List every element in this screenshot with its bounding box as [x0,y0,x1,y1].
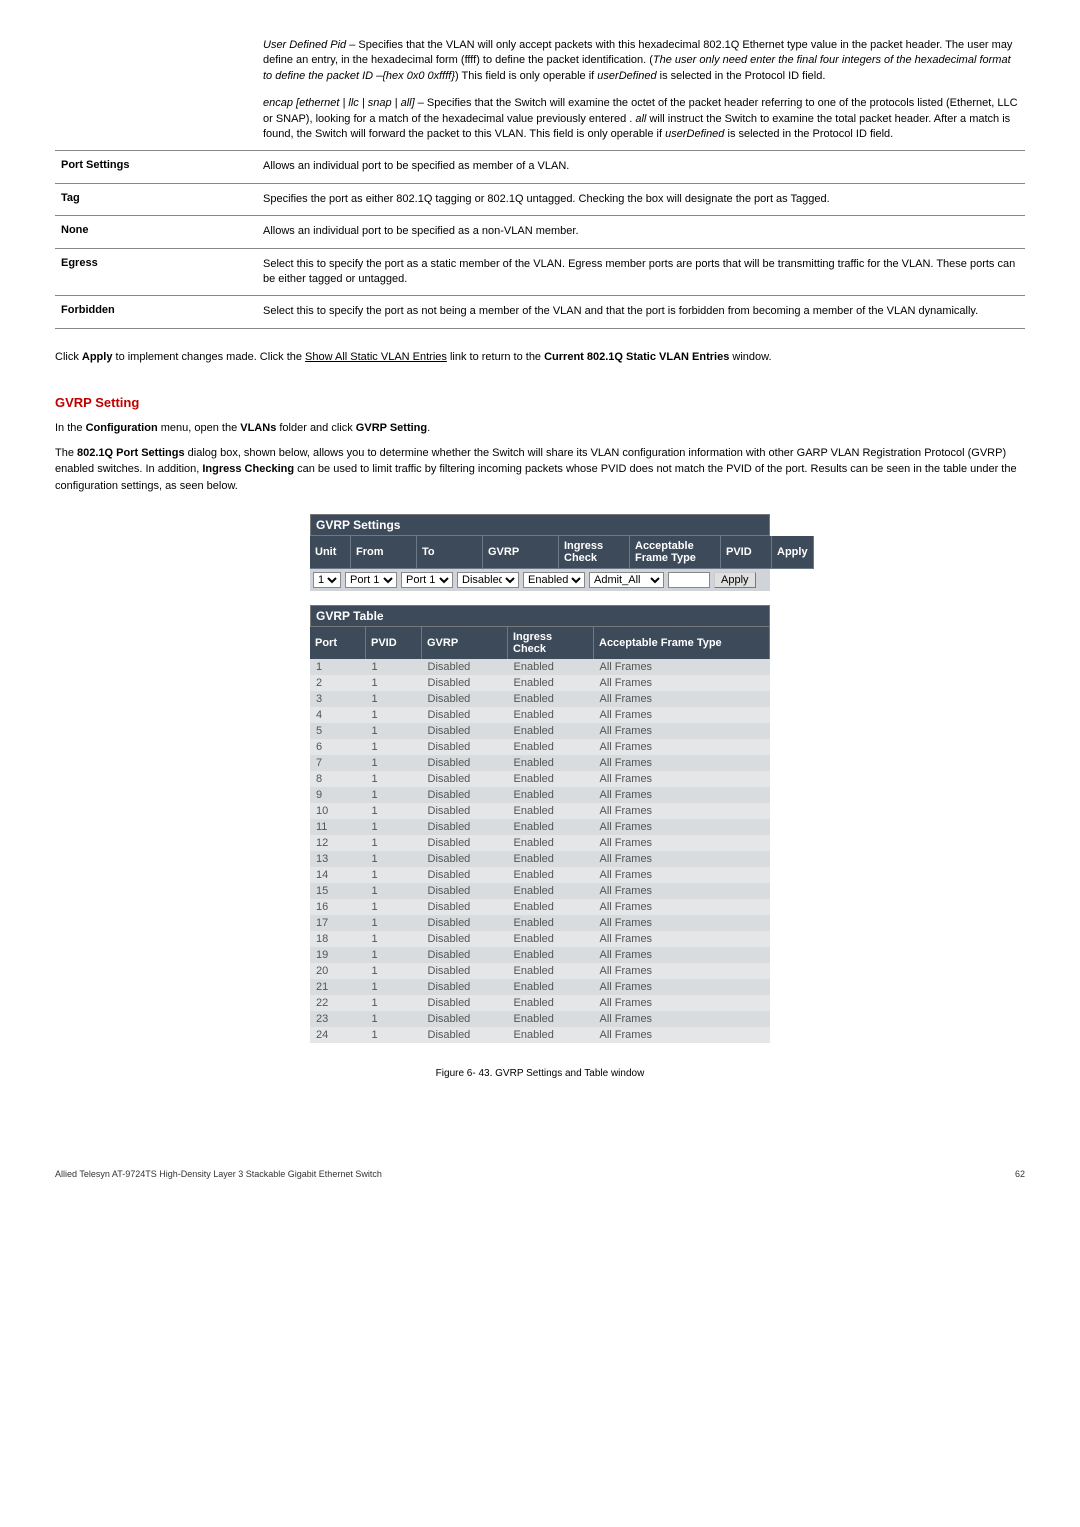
gvrp-select[interactable]: Disabled [457,572,519,588]
page-footer: Allied Telesyn AT-9724TS High-Density La… [55,1169,1025,1179]
pvid-input[interactable] [668,572,710,588]
gvrp-setting-heading: GVRP Setting [55,395,1025,410]
figure-caption: Figure 6- 43. GVRP Settings and Table wi… [310,1068,770,1079]
apply-button[interactable]: Apply [714,572,756,588]
table-row: 141DisabledEnabledAll Frames [310,867,770,883]
def-row-tag: Tag Specifies the port as either 802.1Q … [55,183,1025,215]
udpid-prefix: User Defined Pid [263,39,346,51]
table-row: 71DisabledEnabledAll Frames [310,755,770,771]
hdr-to: To [417,536,483,569]
table-row: 121DisabledEnabledAll Frames [310,835,770,851]
table-row: 61DisabledEnabledAll Frames [310,739,770,755]
encap-prefix: encap [ethernet | llc | snap | all] [263,97,415,109]
footer-right: 62 [1015,1169,1025,1179]
table-row: 171DisabledEnabledAll Frames [310,915,770,931]
to-port-select[interactable]: Port 1 [401,572,453,588]
frametype-select[interactable]: Admit_All [589,572,664,588]
table-row: 211DisabledEnabledAll Frames [310,979,770,995]
table-row: 91DisabledEnabledAll Frames [310,787,770,803]
th-port: Port [310,627,366,659]
th-pvid: PVID [366,627,422,659]
def-row-none: None Allows an individual port to be spe… [55,216,1025,248]
th-frametype: Acceptable Frame Type [594,627,770,659]
table-row: 241DisabledEnabledAll Frames [310,1027,770,1043]
hdr-apply: Apply [772,536,814,569]
unit-select[interactable]: 1 [313,572,341,588]
encap-para: encap [ethernet | llc | snap | all] – Sp… [263,96,1019,142]
hdr-unit: Unit [310,536,351,569]
table-row: 41DisabledEnabledAll Frames [310,707,770,723]
hdr-from: From [351,536,417,569]
gvrp-settings-headers: Unit From To GVRP Ingress Check Acceptab… [310,536,770,569]
def-row-egress: Egress Select this to specify the port a… [55,248,1025,296]
table-row: 101DisabledEnabledAll Frames [310,803,770,819]
hdr-pvid: PVID [721,536,772,569]
definitions-table: User Defined Pid – Specifies that the VL… [55,30,1025,329]
table-row: 191DisabledEnabledAll Frames [310,947,770,963]
hdr-frametype: Acceptable Frame Type [630,536,721,569]
gvrp-settings-controls: 1 Port 1 Port 1 Disabled Enabled Admit_A… [310,569,770,591]
table-row: 81DisabledEnabledAll Frames [310,771,770,787]
protocol-desc-cell: User Defined Pid – Specifies that the VL… [257,30,1025,151]
gvrp-instruction-2: The 802.1Q Port Settings dialog box, sho… [55,445,1025,495]
hdr-ingress: Ingress Check [559,536,630,569]
table-row: 21DisabledEnabledAll Frames [310,675,770,691]
gvrp-table-title: GVRP Table [310,605,770,627]
table-row: 181DisabledEnabledAll Frames [310,931,770,947]
gvrp-data-table: Port PVID GVRP Ingress Check Acceptable … [310,627,770,1043]
ingress-select[interactable]: Enabled [523,572,585,588]
table-row: 51DisabledEnabledAll Frames [310,723,770,739]
th-ingress: Ingress Check [508,627,594,659]
hdr-gvrp: GVRP [483,536,559,569]
table-row: 31DisabledEnabledAll Frames [310,691,770,707]
table-row: 151DisabledEnabledAll Frames [310,883,770,899]
table-row: 221DisabledEnabledAll Frames [310,995,770,1011]
def-row-port-settings: Port Settings Allows an individual port … [55,151,1025,183]
table-row: 11DisabledEnabledAll Frames [310,659,770,675]
table-row: 131DisabledEnabledAll Frames [310,851,770,867]
table-row: 231DisabledEnabledAll Frames [310,1011,770,1027]
table-row: 111DisabledEnabledAll Frames [310,819,770,835]
table-row: 201DisabledEnabledAll Frames [310,963,770,979]
show-all-static-vlan-link[interactable]: Show All Static VLAN Entries [305,351,447,363]
from-port-select[interactable]: Port 1 [345,572,397,588]
def-row-forbidden: Forbidden Select this to specify the por… [55,296,1025,328]
apply-instruction: Click Apply to implement changes made. C… [55,349,1025,366]
user-defined-pid-para: User Defined Pid – Specifies that the VL… [263,38,1019,84]
gvrp-instruction-1: In the Configuration menu, open the VLAN… [55,420,1025,437]
gvrp-settings-title: GVRP Settings [310,514,770,536]
th-gvrp: GVRP [422,627,508,659]
footer-left: Allied Telesyn AT-9724TS High-Density La… [55,1169,382,1179]
table-row: 161DisabledEnabledAll Frames [310,899,770,915]
